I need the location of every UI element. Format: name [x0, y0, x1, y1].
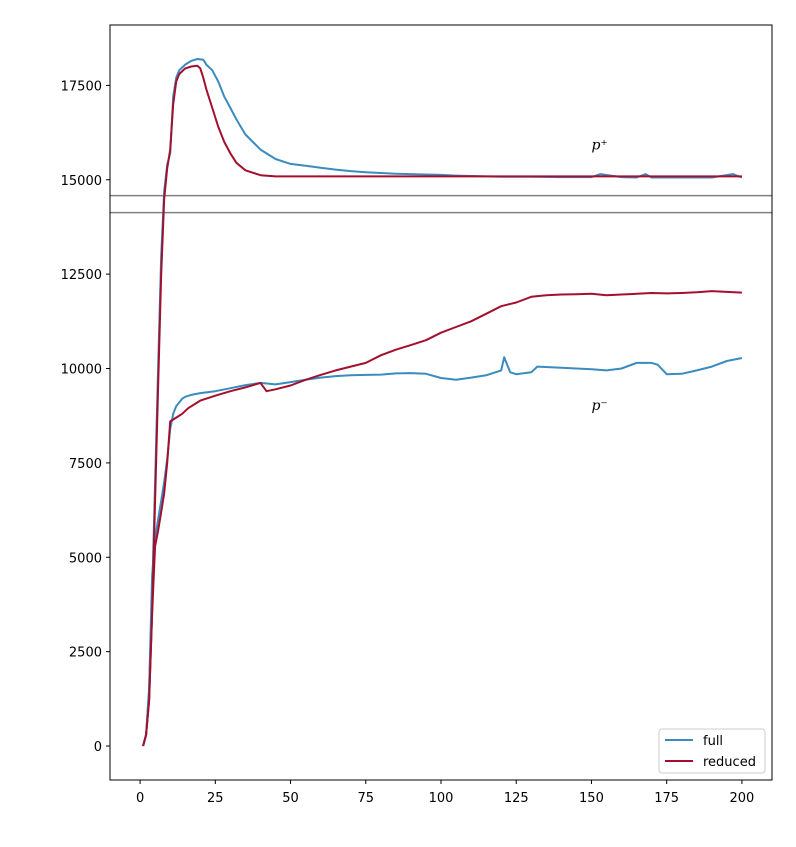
y-tick-label: 0: [94, 740, 102, 755]
legend-label-reduced: reduced: [703, 755, 756, 770]
series-layer: [142, 58, 743, 747]
x-tick-label: 125: [504, 791, 529, 806]
reference-lines: [110, 194, 772, 214]
annotation-0: p⁺: [591, 138, 607, 154]
y-tick-label: 17500: [61, 79, 102, 94]
series-line-1: [142, 290, 742, 747]
y-tick-label: 5000: [69, 551, 102, 566]
y-tick-label: 2500: [69, 646, 102, 661]
x-axis: 0 25 50 75 100 125 150 175 200: [136, 780, 754, 806]
x-tick-label: 25: [207, 791, 224, 806]
series-line-2: [142, 58, 743, 747]
x-tick-label: 150: [579, 791, 604, 806]
x-tick-label: 75: [357, 791, 374, 806]
plot-frame: [109, 24, 773, 781]
series-line-3: [142, 64, 742, 747]
annotations: p⁺ p⁻: [591, 138, 607, 414]
y-tick-label: 10000: [61, 363, 102, 378]
legend: full reduced: [658, 728, 766, 774]
legend-label-full: full: [703, 734, 723, 749]
annotation-1: p⁻: [591, 398, 607, 414]
x-tick-label: 100: [429, 791, 454, 806]
x-tick-label: 0: [136, 791, 144, 806]
y-tick-label: 12500: [61, 268, 102, 283]
series-line-0: [142, 356, 743, 747]
x-tick-label: 175: [654, 791, 679, 806]
y-tick-label: 15000: [61, 174, 102, 189]
y-axis: 0 2500 5000 7500 10000 12500 15000 17500: [61, 79, 110, 755]
x-tick-label: 50: [282, 791, 299, 806]
x-tick-label: 200: [729, 791, 754, 806]
y-tick-label: 7500: [69, 457, 102, 472]
